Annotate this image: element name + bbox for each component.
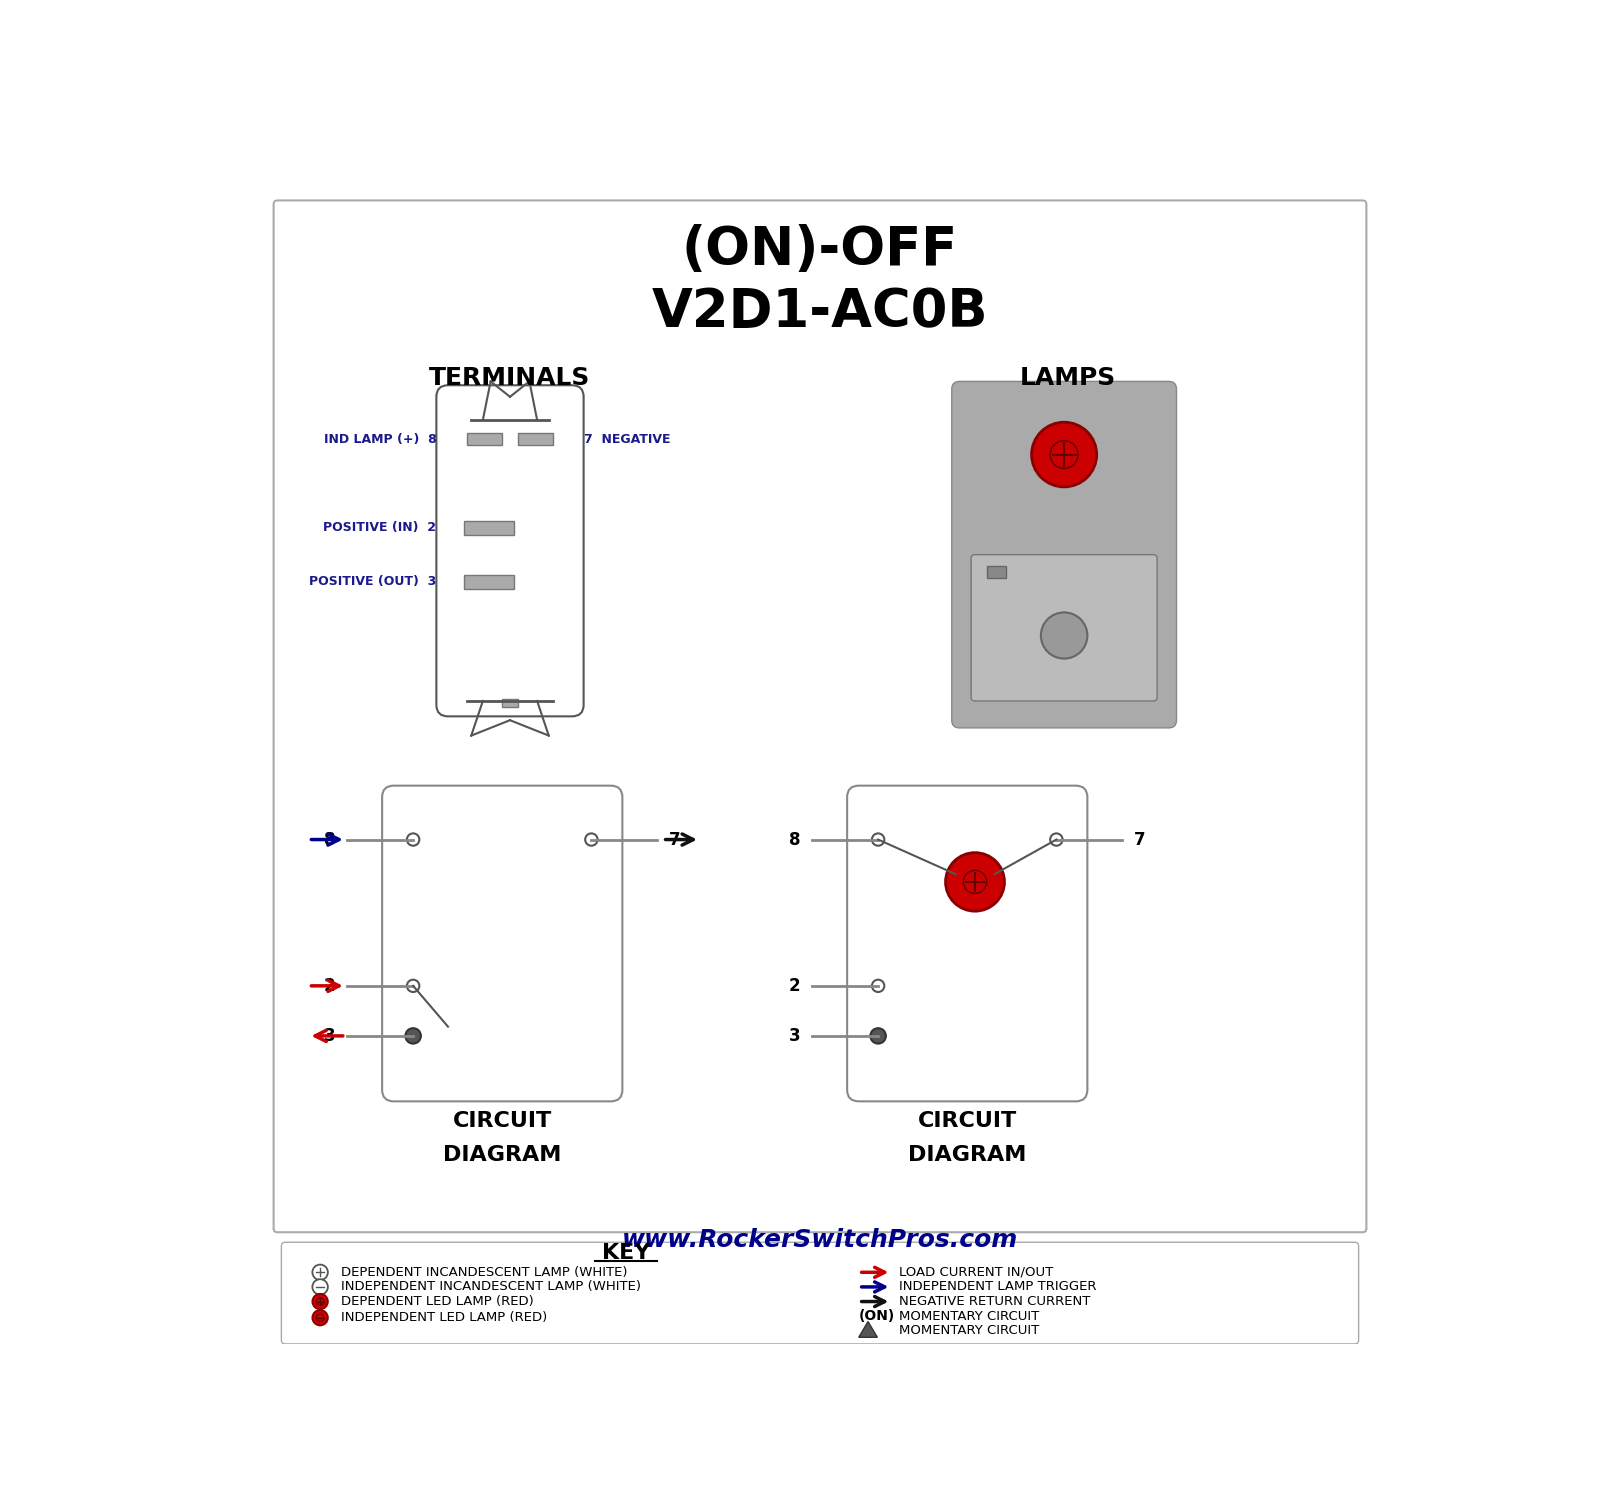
Text: www.RockerSwitchPros.com: www.RockerSwitchPros.com [622, 1228, 1018, 1252]
Text: 7: 7 [669, 831, 680, 849]
Text: 7: 7 [1134, 831, 1146, 849]
FancyBboxPatch shape [382, 785, 622, 1101]
Circle shape [872, 834, 885, 846]
Circle shape [406, 834, 419, 846]
Polygon shape [859, 1321, 877, 1338]
Text: CIRCUIT: CIRCUIT [453, 1111, 552, 1131]
Circle shape [870, 1028, 886, 1043]
Text: POSITIVE (IN)  2: POSITIVE (IN) 2 [323, 521, 437, 535]
Text: 3: 3 [323, 1027, 336, 1045]
Text: 2: 2 [323, 977, 336, 995]
Circle shape [1042, 613, 1088, 658]
Circle shape [586, 834, 597, 846]
Text: NEGATIVE RETURN CURRENT: NEGATIVE RETURN CURRENT [899, 1296, 1091, 1308]
Text: DEPENDENT LED LAMP (RED): DEPENDENT LED LAMP (RED) [341, 1296, 534, 1308]
Text: (ON)-OFF: (ON)-OFF [682, 225, 958, 276]
Bar [987, 566, 1006, 578]
FancyBboxPatch shape [274, 201, 1366, 1232]
Text: INDEPENDENT LAMP TRIGGER: INDEPENDENT LAMP TRIGGER [899, 1280, 1096, 1294]
FancyBboxPatch shape [437, 385, 584, 716]
Circle shape [405, 1028, 421, 1043]
Text: MOMENTARY CIRCUIT: MOMENTARY CIRCUIT [899, 1324, 1040, 1338]
Text: DIAGRAM: DIAGRAM [909, 1145, 1027, 1166]
Bar [464, 521, 514, 535]
Text: INDEPENDENT LED LAMP (RED): INDEPENDENT LED LAMP (RED) [341, 1311, 547, 1324]
Bar [467, 433, 502, 445]
Text: INDEPENDENT INCANDESCENT LAMP (WHITE): INDEPENDENT INCANDESCENT LAMP (WHITE) [341, 1280, 642, 1294]
Bar [464, 575, 514, 589]
Circle shape [946, 853, 1005, 911]
Circle shape [312, 1279, 328, 1294]
Text: DIAGRAM: DIAGRAM [443, 1145, 562, 1166]
Circle shape [872, 980, 885, 992]
Text: DEPENDENT INCANDESCENT LAMP (WHITE): DEPENDENT INCANDESCENT LAMP (WHITE) [341, 1265, 627, 1279]
Text: POSITIVE (OUT)  3: POSITIVE (OUT) 3 [309, 575, 437, 587]
Text: IND LAMP (+)  8: IND LAMP (+) 8 [323, 433, 437, 445]
Bar [518, 433, 552, 445]
Circle shape [312, 1311, 328, 1326]
Text: 2: 2 [789, 977, 800, 995]
Bar [502, 699, 518, 707]
Text: 7  NEGATIVE: 7 NEGATIVE [584, 433, 670, 445]
Text: V2D1-AC0B: V2D1-AC0B [651, 285, 989, 338]
Circle shape [406, 980, 419, 992]
Text: 8: 8 [325, 831, 336, 849]
Text: KEY: KEY [602, 1243, 651, 1262]
FancyBboxPatch shape [971, 554, 1157, 701]
Circle shape [312, 1264, 328, 1280]
Text: 8: 8 [789, 831, 800, 849]
Circle shape [312, 1294, 328, 1309]
Text: TERMINALS: TERMINALS [429, 365, 590, 390]
FancyBboxPatch shape [952, 382, 1176, 728]
Text: (ON): (ON) [859, 1309, 894, 1323]
FancyBboxPatch shape [846, 785, 1088, 1101]
Text: MOMENTARY CIRCUIT: MOMENTARY CIRCUIT [899, 1309, 1040, 1323]
Circle shape [1032, 423, 1096, 486]
Text: LOAD CURRENT IN/OUT: LOAD CURRENT IN/OUT [899, 1265, 1053, 1279]
FancyBboxPatch shape [282, 1243, 1358, 1344]
Text: CIRCUIT: CIRCUIT [918, 1111, 1018, 1131]
Text: LAMPS: LAMPS [1019, 365, 1117, 390]
Text: 3: 3 [789, 1027, 800, 1045]
Circle shape [1050, 834, 1062, 846]
